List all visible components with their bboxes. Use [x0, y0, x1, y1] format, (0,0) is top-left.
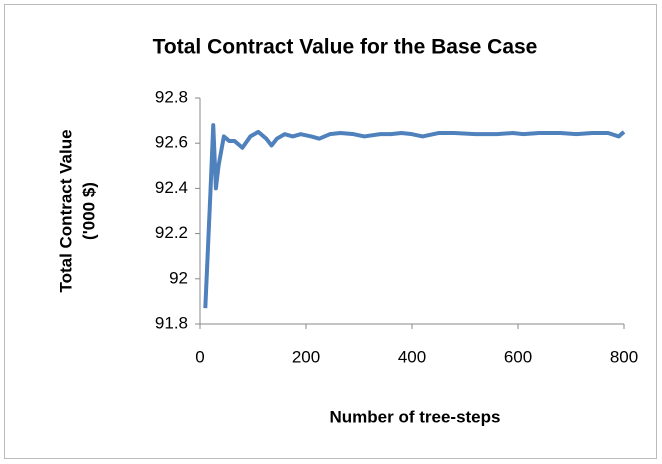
y-tick-label: 91.8 [155, 313, 188, 332]
x-tick-label: 400 [398, 347, 426, 366]
y-tick-label: 92.6 [155, 133, 188, 152]
y-tick-label: 92.8 [155, 87, 188, 106]
x-axis-label: Number of tree-steps [330, 407, 501, 426]
x-tick-label: 800 [610, 347, 638, 366]
x-tick-label: 200 [292, 347, 320, 366]
chart-border [4, 4, 657, 459]
y-tick-label: 92.2 [155, 223, 188, 242]
chart-title: Total Contract Value for the Base Case [153, 36, 538, 59]
x-tick-label: 600 [504, 347, 532, 366]
y-tick-label: 92 [169, 268, 188, 287]
data-line [203, 123, 626, 309]
x-tick-label: 0 [195, 347, 204, 366]
y-axis-label: Total Contract Value [56, 129, 75, 292]
y-axis-label: ('000 $) [79, 182, 98, 240]
y-tick-label: 92.4 [155, 178, 188, 197]
